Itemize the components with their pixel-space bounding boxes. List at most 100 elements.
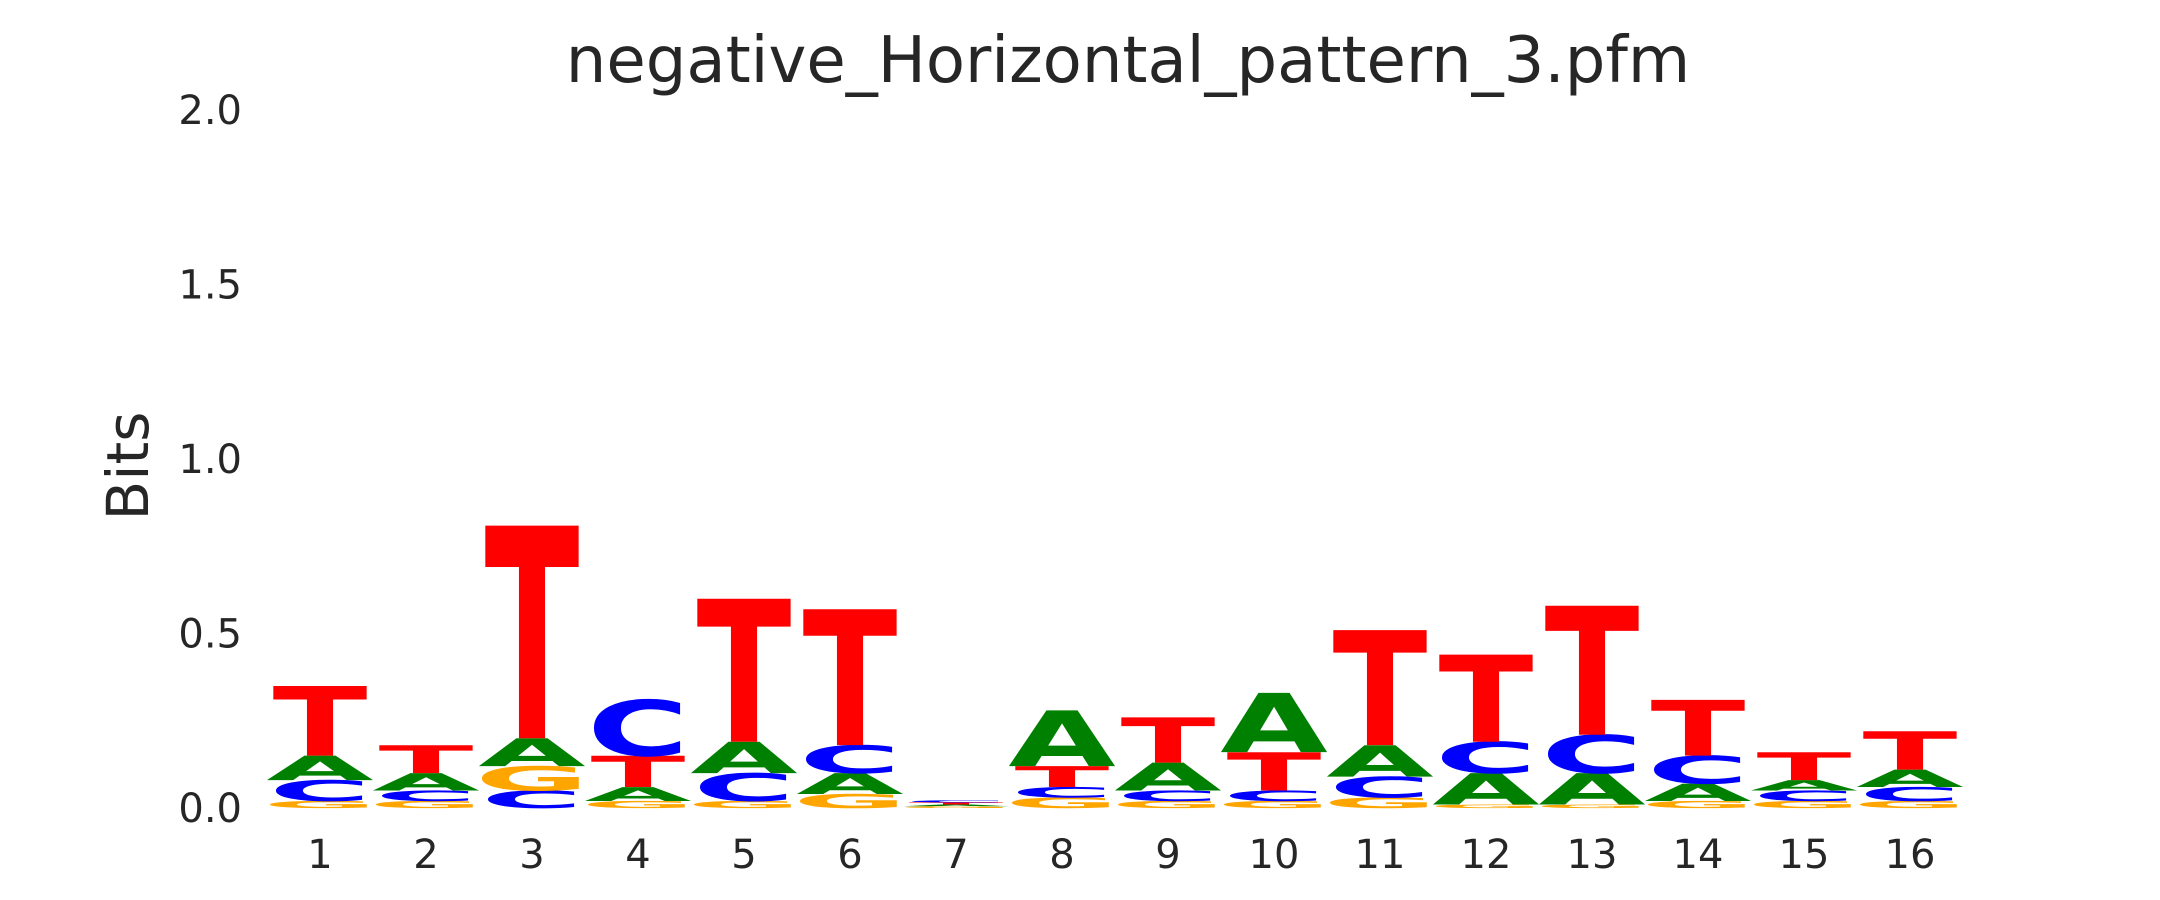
logo-letter-G: G	[1111, 799, 1225, 810]
logo-letter-A: A	[478, 731, 586, 776]
logo-letter-A: A	[372, 768, 479, 796]
x-tick-label: 8	[1049, 832, 1074, 878]
logo-letter-G: G	[793, 790, 907, 812]
logo-letter-T: T	[1015, 760, 1110, 793]
logo-letter-T: T	[1757, 745, 1852, 790]
x-tick-label: 3	[519, 832, 544, 878]
x-tick-label: 9	[1155, 832, 1180, 878]
logo-letter-A: A	[1008, 696, 1116, 785]
x-tick-label: 7	[943, 832, 968, 878]
logo-letter-A: A	[902, 804, 1009, 807]
logo-letter-T: T	[1121, 705, 1216, 777]
logo-letter-C: C	[269, 774, 371, 807]
logo-letter-G: G	[687, 799, 801, 810]
logo-letter-A: A	[1114, 755, 1222, 800]
y-tick-label: 1.5	[178, 263, 242, 309]
x-tick-label: 16	[1885, 832, 1936, 878]
logo-letter-G: G	[1853, 799, 1967, 810]
x-axis-ticks: 1 2 3 4 5 6 7 8 9 10 11 12 13 14 15 16	[307, 832, 1935, 878]
logo-letter-A: A	[266, 749, 373, 788]
x-tick-label: 4	[625, 832, 650, 878]
logo-letter-T: T	[379, 738, 474, 783]
logo-letter-G: G	[1641, 799, 1755, 810]
x-tick-label: 6	[837, 832, 862, 878]
y-axis-label: Bits	[94, 412, 162, 521]
logo-letter-G: G	[1429, 804, 1543, 810]
x-tick-label: 14	[1673, 832, 1724, 878]
logo-letter-G: G	[899, 806, 1013, 809]
x-tick-label: 15	[1779, 832, 1830, 878]
y-tick-label: 2.0	[178, 88, 242, 134]
logo-letter-A: A	[796, 767, 904, 800]
logo-letter-C: C	[375, 788, 477, 805]
logo-letter-T: T	[485, 468, 580, 808]
logo-letter-T: T	[1863, 721, 1958, 782]
chart-title: negative_Horizontal_pattern_3.pfm	[566, 24, 1690, 98]
logo-letter-A: A	[584, 783, 692, 805]
y-axis-ticks: 0.0 0.5 1.0 1.5 2.0	[178, 88, 242, 832]
y-tick-label: 1.0	[178, 437, 242, 483]
logo-letter-G: G	[369, 799, 483, 810]
logo-letter-G: G	[475, 759, 589, 798]
logo-letter-G: G	[1535, 804, 1649, 810]
logo-letter-G: G	[1323, 795, 1437, 812]
x-tick-label: 2	[413, 832, 438, 878]
logo-letter-C: C	[1117, 788, 1219, 805]
logo-letter-A: A	[1326, 737, 1434, 787]
x-tick-label: 13	[1567, 832, 1618, 878]
logo-letter-C: C	[1223, 788, 1325, 805]
logo-letter-T: T	[1651, 685, 1746, 774]
logo-letter-C: C	[587, 685, 689, 774]
logo-letter-G: G	[263, 799, 377, 810]
logo-letter-C: C	[799, 738, 901, 783]
logo-letter-G: G	[1217, 799, 1331, 810]
logo-letter-A: A	[1856, 765, 1963, 793]
logo-letter-C: C	[1011, 784, 1113, 801]
logo-letter-C: C	[905, 800, 1007, 803]
logo-letter-A: A	[1538, 765, 1646, 815]
logo-letter-C: C	[481, 786, 583, 814]
x-tick-label: 5	[731, 832, 756, 878]
logo-letter-C: C	[1435, 734, 1537, 784]
x-tick-label: 12	[1461, 832, 1512, 878]
logo-letter-C: C	[1647, 748, 1749, 793]
logo-letter-C: C	[693, 766, 795, 811]
logo-letter-A: A	[1432, 765, 1540, 815]
logo-letter-C: C	[1753, 788, 1855, 805]
logo-letter-G: G	[1005, 795, 1119, 812]
x-tick-label: 10	[1249, 832, 1300, 878]
logo-letter-A: A	[1750, 777, 1857, 794]
logo-letter-T: T	[909, 802, 1004, 805]
logo-letter-A: A	[690, 734, 798, 784]
logo-letter-A: A	[1644, 779, 1751, 807]
logo-letter-G: G	[581, 799, 695, 810]
logo-letter-G: G	[1747, 799, 1861, 810]
x-tick-label: 11	[1355, 832, 1406, 878]
logo-letter-C: C	[1859, 783, 1961, 805]
logo-letter-T: T	[697, 561, 792, 789]
logo-letter-A: A	[1220, 676, 1327, 771]
y-tick-label: 0.0	[178, 786, 242, 832]
logo-letter-C: C	[1541, 725, 1643, 786]
logo-letter-T: T	[591, 748, 686, 798]
x-tick-label: 1	[307, 832, 332, 878]
logo-letter-T: T	[803, 572, 898, 790]
logo-letter-T: T	[1545, 570, 1640, 777]
